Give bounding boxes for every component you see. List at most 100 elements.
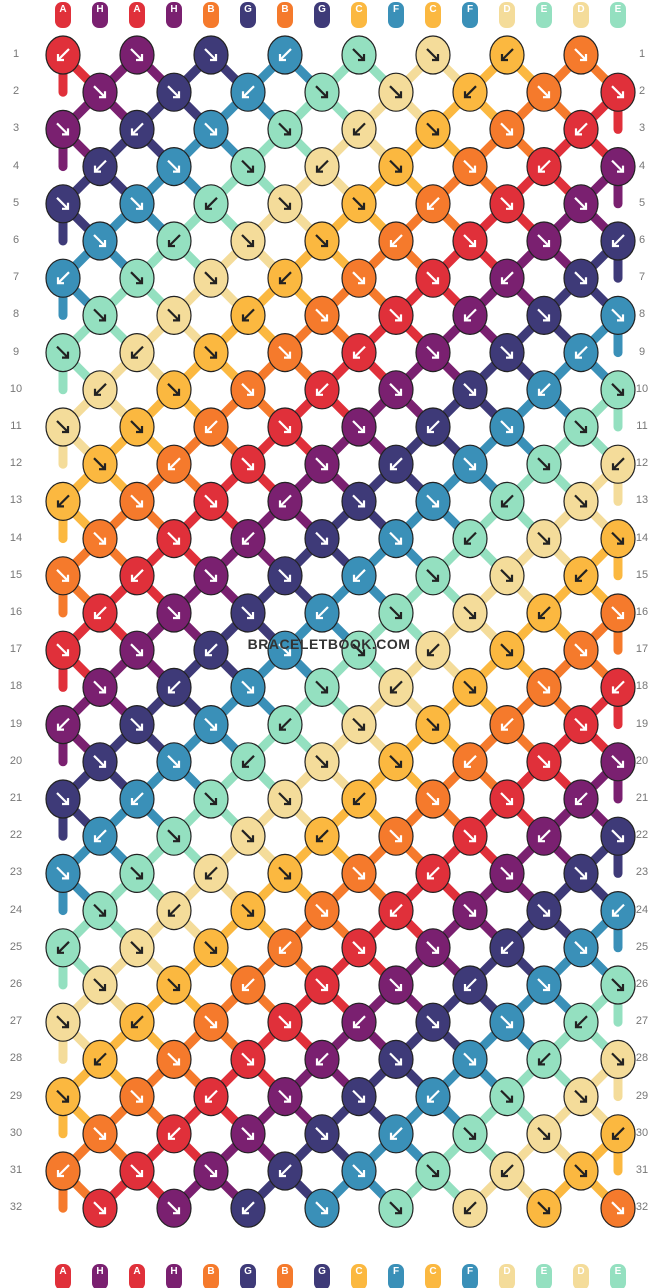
- knot: [378, 1039, 414, 1080]
- arrow-icon: [352, 48, 366, 62]
- knot: [156, 147, 192, 187]
- knot: [193, 333, 229, 373]
- knot: [378, 667, 414, 708]
- knot: [304, 742, 340, 782]
- knot: [341, 407, 377, 447]
- arrow-icon: [315, 159, 329, 173]
- knot: [415, 779, 451, 819]
- arrow-icon: [56, 345, 70, 359]
- knot: [341, 630, 377, 670]
- arrow-icon: [93, 606, 107, 620]
- arrow-icon: [574, 1089, 588, 1103]
- knot: [230, 1039, 266, 1080]
- knot: [304, 370, 340, 410]
- arrow-icon: [241, 978, 255, 992]
- knot: [452, 1188, 488, 1228]
- arrow-icon: [167, 680, 181, 694]
- knot: [600, 1039, 636, 1080]
- arrow-icon: [204, 866, 218, 880]
- arrow-icon: [463, 1201, 477, 1215]
- arrow-icon: [463, 234, 477, 248]
- knot: [489, 333, 525, 373]
- knot: [193, 556, 229, 596]
- knot: [341, 928, 377, 968]
- knot: [267, 1151, 303, 1191]
- arrow-icon: [278, 792, 292, 806]
- row-number-left: 6: [12, 234, 20, 246]
- knot: [45, 407, 81, 447]
- strand-label-bottom: C: [429, 1266, 437, 1277]
- strand-end: [351, 1264, 367, 1288]
- arrow-icon: [611, 159, 625, 173]
- arrow-icon: [500, 197, 514, 210]
- row-number-left: 5: [12, 196, 20, 209]
- knot: [156, 72, 192, 112]
- knot: [489, 1076, 525, 1117]
- arrow-icon: [426, 345, 440, 359]
- knot: [119, 35, 155, 75]
- arrow-icon: [389, 85, 403, 99]
- knot: [489, 928, 525, 968]
- arrow-icon: [167, 903, 181, 917]
- knot: [230, 965, 266, 1005]
- knot: [156, 1188, 192, 1228]
- knot: [563, 928, 599, 968]
- arrow-icon: [241, 1127, 255, 1140]
- arrow-icon: [389, 755, 403, 768]
- knot: [341, 779, 377, 819]
- row-number-left: 15: [9, 568, 23, 581]
- strand-label-top: D: [503, 4, 511, 15]
- arrow-icon: [315, 308, 329, 322]
- row-number-right: 4: [638, 159, 646, 172]
- strand-label-top: F: [392, 4, 400, 15]
- knot: [452, 444, 488, 484]
- arrow-icon: [611, 755, 625, 768]
- arrow-icon: [204, 420, 218, 434]
- strand-end: [92, 2, 108, 28]
- knot: [341, 109, 377, 149]
- row-number-right: 9: [638, 345, 646, 358]
- arrow-icon: [500, 569, 514, 582]
- arrow-icon: [537, 383, 551, 396]
- row-number-right: 28: [635, 1052, 649, 1065]
- knot: [452, 72, 488, 112]
- knot: [378, 593, 414, 633]
- knot: [489, 109, 525, 149]
- knot: [267, 184, 303, 224]
- row-number-left: 9: [12, 345, 20, 358]
- arrow-icon: [611, 606, 625, 620]
- arrow-icon: [500, 494, 514, 508]
- arrow-icon: [56, 420, 70, 434]
- row-number-right: 5: [638, 196, 646, 209]
- knot: [193, 35, 229, 75]
- knot: [193, 853, 229, 894]
- knot: [489, 1151, 525, 1191]
- knot: [304, 295, 340, 335]
- row-number-left: 3: [12, 122, 20, 135]
- knot: [415, 556, 451, 596]
- arrow-icon: [352, 792, 366, 806]
- knot: [489, 407, 525, 447]
- knot: [452, 965, 488, 1005]
- strand-end: [536, 1264, 552, 1288]
- strand-label-top: C: [429, 4, 437, 15]
- arrow-icon: [167, 531, 181, 545]
- arrow-icon: [130, 494, 144, 508]
- arrow-icon: [574, 941, 588, 954]
- arrow-icon: [352, 420, 366, 434]
- strand-end: [573, 1264, 589, 1288]
- knot: [156, 1114, 192, 1154]
- row-number-right: 1: [638, 48, 646, 60]
- arrow-icon: [167, 457, 181, 471]
- knot: [45, 35, 81, 75]
- knot: [304, 221, 340, 261]
- arrow-icon: [611, 978, 625, 992]
- arrow-icon: [537, 903, 551, 917]
- knot: [600, 965, 636, 1005]
- knot: [193, 407, 229, 447]
- knot: [415, 333, 451, 373]
- arrow-icon: [352, 197, 366, 210]
- strand-end: [129, 1264, 145, 1288]
- knot: [489, 481, 525, 521]
